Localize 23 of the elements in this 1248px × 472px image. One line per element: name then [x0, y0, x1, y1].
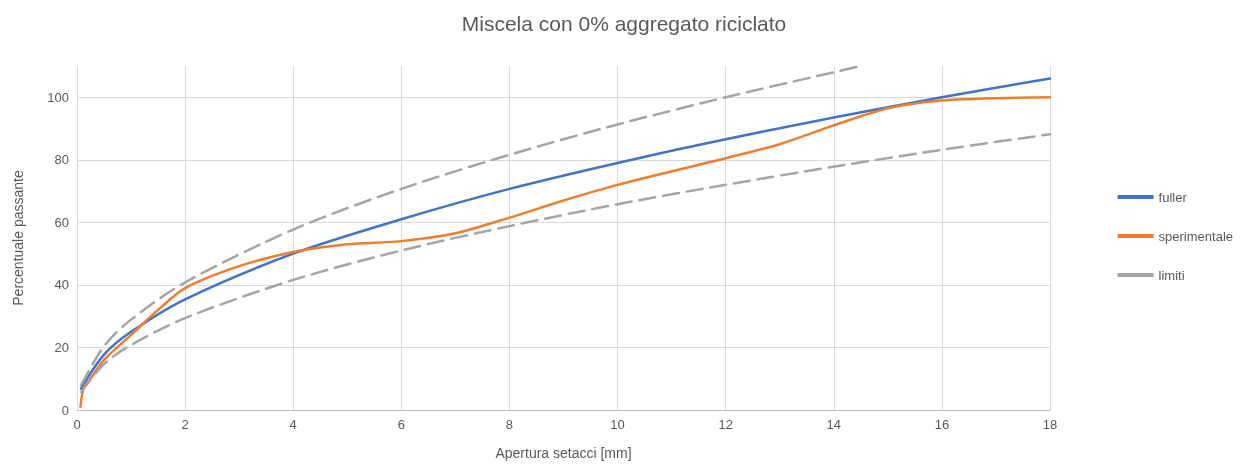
x-tick-label: 14: [826, 417, 842, 432]
x-tick-label: 10: [610, 417, 625, 432]
x-tick-label: 12: [718, 417, 733, 432]
x-axis-title: Apertura setacci [mm]: [495, 445, 632, 461]
y-tick-label: 60: [54, 214, 69, 230]
x-tick-label: 18: [1042, 417, 1058, 432]
x-tick-label: 2: [181, 417, 189, 432]
legend-label: fuller: [1158, 189, 1188, 205]
legend-label: sperimentale: [1158, 228, 1234, 244]
x-tick-label: 0: [73, 417, 81, 432]
x-tick-label: 16: [934, 417, 950, 432]
y-axis-title: Percentuale passante: [10, 170, 26, 306]
x-tick-label: 6: [397, 417, 405, 432]
y-tick-label: 40: [54, 277, 69, 293]
chart-title: Miscela con 0% aggregato riciclato: [461, 12, 787, 35]
x-tick-label: 4: [289, 417, 297, 432]
y-tick-label: 100: [47, 89, 69, 105]
legend-label: limiti: [1158, 267, 1185, 283]
y-tick-label: 80: [54, 152, 69, 168]
y-tick-label: 20: [54, 339, 69, 355]
y-tick-label: 0: [61, 402, 69, 418]
x-tick-label: 8: [505, 417, 514, 432]
line-series: [79, 132, 1052, 394]
